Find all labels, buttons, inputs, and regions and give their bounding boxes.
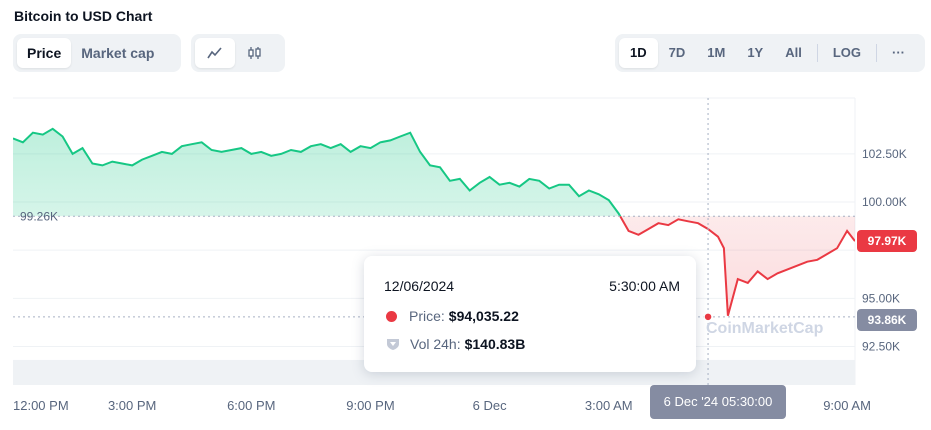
range-1y[interactable]: 1Y [747, 45, 764, 60]
tooltip-price-row: Price: $94,035.22 [386, 308, 519, 324]
hover-price-badge: 93.86K [857, 309, 917, 332]
area-fill-down [620, 216, 855, 316]
volume-shield-icon [387, 339, 399, 350]
tooltip: 12/06/2024 5:30:00 AM Price: $94,035.22 … [364, 256, 696, 372]
chart-mode-toggle [191, 34, 285, 72]
x-tick-label: 3:00 AM [585, 398, 633, 413]
x-tick-label: 6:00 PM [227, 398, 275, 413]
x-tick-label: 3:00 PM [108, 398, 156, 413]
y-tick-label: 102.50K [862, 147, 907, 161]
crosshair-time-badge: 6 Dec '24 05:30:00 [650, 385, 786, 419]
baseline-label: 99.26K [20, 209, 58, 223]
divider [816, 44, 818, 62]
tooltip-volume-label: Vol 24h: [410, 336, 461, 352]
tooltip-volume-row: Vol 24h: $140.83B [386, 336, 525, 352]
range-1m[interactable]: 1M [707, 45, 726, 60]
candlestick-icon[interactable] [235, 38, 275, 68]
x-tick-label: 9:00 AM [823, 398, 871, 413]
tab-market-cap[interactable]: Market cap [81, 45, 155, 61]
tooltip-date: 12/06/2024 [384, 278, 455, 294]
range-1d[interactable]: 1D [619, 38, 658, 68]
y-tick-label: 92.50K [862, 339, 900, 353]
range-7d[interactable]: 7D [668, 45, 686, 60]
tooltip-time: 5:30:00 AM [609, 278, 680, 294]
more-options-button[interactable]: ··· [892, 45, 906, 60]
x-tick-label: 12:00 PM [13, 398, 69, 413]
price-line-up [13, 127, 622, 217]
line-chart-icon[interactable] [195, 38, 235, 68]
area-fill-up [13, 128, 855, 217]
x-tick-label: 9:00 PM [346, 398, 394, 413]
x-tick-label: 6 Dec [473, 398, 507, 413]
view-toggle: Price Market cap [13, 34, 181, 72]
tab-price[interactable]: Price [17, 38, 72, 68]
current-price-badge: 97.97K [857, 230, 917, 253]
range-all[interactable]: All [785, 45, 802, 60]
range-selector: 1D 7D 1M 1Y All LOG ··· [615, 34, 925, 72]
divider [876, 44, 878, 62]
hover-point [703, 312, 713, 322]
page-title: Bitcoin to USD Chart [14, 8, 153, 24]
log-toggle[interactable]: LOG [832, 45, 862, 60]
price-dot-icon [386, 310, 397, 322]
price-line-down [619, 216, 855, 316]
tooltip-volume-value: $140.83B [464, 336, 526, 352]
watermark: CoinMarketCap [706, 320, 824, 337]
tooltip-price-value: $94,035.22 [448, 308, 519, 324]
tooltip-price-label: Price: [409, 308, 445, 324]
y-tick-label: 100.00K [862, 195, 907, 209]
y-tick-label: 95.00K [862, 291, 900, 305]
